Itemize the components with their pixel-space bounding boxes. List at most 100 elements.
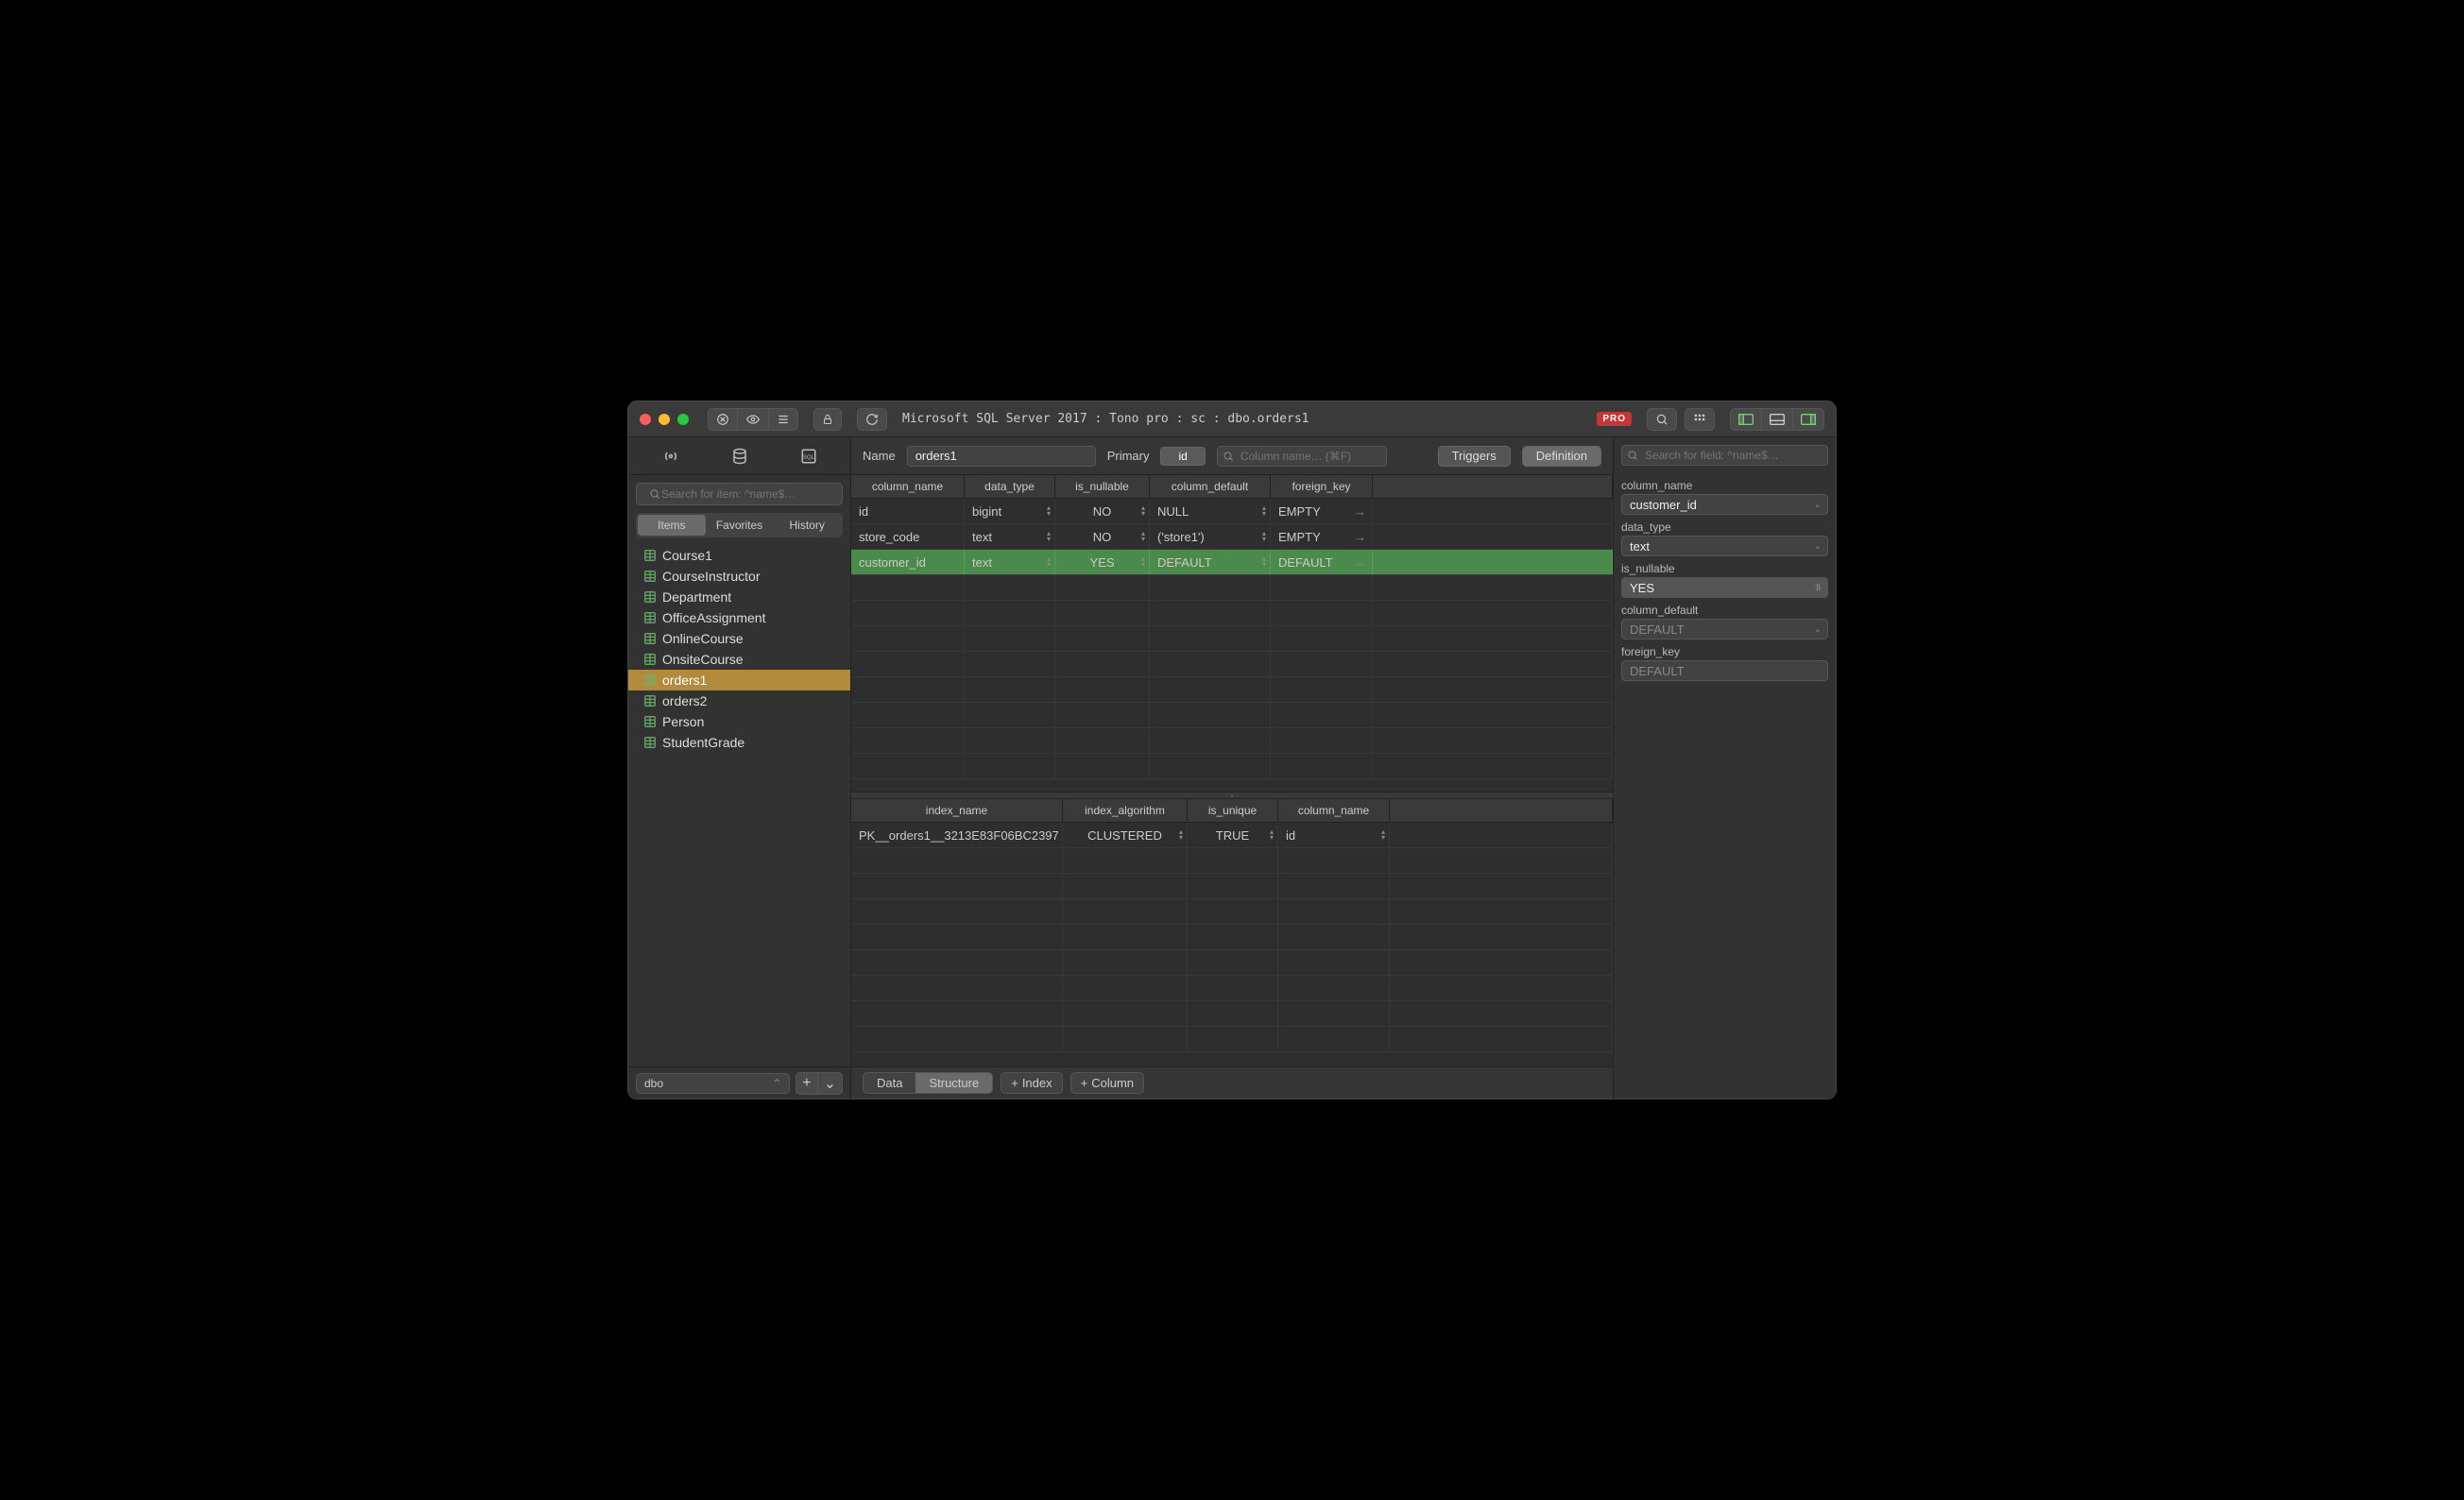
stepper-icon[interactable]: ▴▾ [1141,531,1145,542]
cell-is-nullable[interactable]: NO▴▾ [1055,499,1150,523]
stepper-icon[interactable]: ▴▾ [1047,531,1051,542]
stepper-icon[interactable]: ▴▾ [1262,556,1266,568]
header-index-column[interactable]: column_name [1278,799,1390,822]
empty-row [851,728,1613,754]
table-name-input[interactable] [907,446,1096,467]
cell-index-algorithm[interactable]: CLUSTERED▴▾ [1063,823,1188,847]
sidebar-item-onsitecourse[interactable]: OnsiteCourse [628,649,850,670]
list-button[interactable] [768,408,798,431]
cell-data-type[interactable]: bigint▴▾ [965,499,1055,523]
cell-column-name[interactable]: customer_id [851,550,965,574]
empty-row [851,976,1613,1001]
cell-index-column[interactable]: id▴▾ [1278,823,1390,847]
header-column-name[interactable]: column_name [851,475,965,498]
cell-is-nullable[interactable]: YES▴▾ [1055,550,1150,574]
table-options-button[interactable]: ⌄ [817,1072,843,1095]
inspector-fk-field[interactable]: DEFAULT [1621,660,1828,681]
stepper-icon[interactable]: ▴▾ [1047,556,1051,568]
column-row[interactable]: customer_idtext▴▾YES▴▾DEFAULT▴▾DEFAULT→ [851,550,1613,575]
sidebar-item-person[interactable]: Person [628,711,850,732]
structure-tab[interactable]: Structure [915,1073,992,1093]
close-window-button[interactable] [640,414,651,425]
cell-foreign-key[interactable]: DEFAULT→ [1271,550,1373,574]
header-data-type[interactable]: data_type [965,475,1055,498]
cell-column-default[interactable]: NULL▴▾ [1150,499,1271,523]
column-row[interactable]: store_codetext▴▾NO▴▾('store1')▴▾EMPTY→ [851,524,1613,550]
cell-is-nullable[interactable]: NO▴▾ [1055,524,1150,549]
empty-row [851,950,1613,976]
database-icon[interactable] [731,448,748,465]
cell-is-unique[interactable]: TRUE▴▾ [1188,823,1278,847]
stepper-icon[interactable]: ▴▾ [1262,505,1266,517]
panel-left-button[interactable] [1730,408,1761,431]
cell-foreign-key[interactable]: EMPTY→ [1271,499,1373,523]
header-is-unique[interactable]: is_unique [1188,799,1278,822]
table-icon [643,736,657,749]
add-column-button[interactable]: +Column [1070,1072,1144,1094]
refresh-button[interactable] [857,408,887,431]
header-is-nullable[interactable]: is_nullable [1055,475,1150,498]
sidebar-search-input[interactable] [636,483,843,505]
panel-bottom-button[interactable] [1761,408,1792,431]
sidebar-item-orders1[interactable]: orders1 [628,670,850,690]
cell-index-name[interactable]: PK__orders1__3213E83F06BC2397 [851,823,1063,847]
splitter[interactable] [851,792,1613,799]
inspector-name-field[interactable]: customer_id⌄ [1621,494,1828,515]
stepper-icon[interactable]: ▴▾ [1047,505,1051,517]
sidebar-item-course1[interactable]: Course1 [628,545,850,566]
minimize-window-button[interactable] [659,414,670,425]
cell-column-name[interactable]: id [851,499,965,523]
cell-column-name[interactable]: store_code [851,524,965,549]
header-index-algorithm[interactable]: index_algorithm [1063,799,1188,822]
lock-button[interactable] [813,408,842,431]
sidebar: SQL Items Favorites History Course1Cours… [628,437,851,1099]
tab-favorites[interactable]: Favorites [706,515,774,536]
sidebar-item-onlinecourse[interactable]: OnlineCourse [628,628,850,649]
cell-data-type[interactable]: text▴▾ [965,550,1055,574]
header-foreign-key[interactable]: foreign_key [1271,475,1373,498]
primary-key-badge[interactable]: id [1160,447,1205,466]
tab-history[interactable]: History [773,515,841,536]
disconnect-button[interactable] [708,408,737,431]
index-row[interactable]: PK__orders1__3213E83F06BC2397CLUSTERED▴▾… [851,823,1613,848]
sidebar-item-officeassignment[interactable]: OfficeAssignment [628,607,850,628]
column-search-input[interactable] [1217,446,1387,467]
search-button[interactable] [1647,408,1677,431]
stepper-icon[interactable]: ▴▾ [1262,531,1266,542]
sidebar-item-orders2[interactable]: orders2 [628,690,850,711]
search-icon [1223,451,1234,462]
tab-items[interactable]: Items [638,515,706,536]
data-tab[interactable]: Data [864,1073,915,1093]
triggers-button[interactable]: Triggers [1438,446,1511,467]
stepper-icon[interactable]: ▴▾ [1141,505,1145,517]
schema-select[interactable]: dbo⌃ [636,1073,790,1094]
header-column-default[interactable]: column_default [1150,475,1271,498]
table-icon [643,549,657,562]
cell-foreign-key[interactable]: EMPTY→ [1271,524,1373,549]
inspector-search-input[interactable] [1621,445,1828,466]
sidebar-item-department[interactable]: Department [628,587,850,607]
add-index-button[interactable]: +Index [1001,1072,1062,1094]
broadcast-icon[interactable] [662,448,679,465]
add-table-button[interactable]: + [796,1072,816,1095]
inspector-fk-label: foreign_key [1621,645,1828,658]
sidebar-item-courseinstructor[interactable]: CourseInstructor [628,566,850,587]
header-index-name[interactable]: index_name [851,799,1063,822]
grid-button[interactable] [1685,408,1715,431]
sidebar-item-studentgrade[interactable]: StudentGrade [628,732,850,753]
stepper-icon[interactable]: ▴▾ [1141,556,1145,568]
inspector-type-field[interactable]: text⌄ [1621,536,1828,556]
column-row[interactable]: idbigint▴▾NO▴▾NULL▴▾EMPTY→ [851,499,1613,524]
cell-data-type[interactable]: text▴▾ [965,524,1055,549]
primary-label: Primary [1107,449,1150,463]
cell-column-default[interactable]: DEFAULT▴▾ [1150,550,1271,574]
definition-button[interactable]: Definition [1522,446,1601,467]
panel-right-button[interactable] [1792,408,1824,431]
view-button[interactable] [737,408,768,431]
table-item-label: orders1 [662,673,707,688]
maximize-window-button[interactable] [677,414,689,425]
cell-column-default[interactable]: ('store1')▴▾ [1150,524,1271,549]
inspector-default-field[interactable]: DEFAULT⌄ [1621,619,1828,639]
inspector-nullable-field[interactable]: YES⥮ [1621,577,1828,598]
sql-icon[interactable]: SQL [800,448,817,465]
